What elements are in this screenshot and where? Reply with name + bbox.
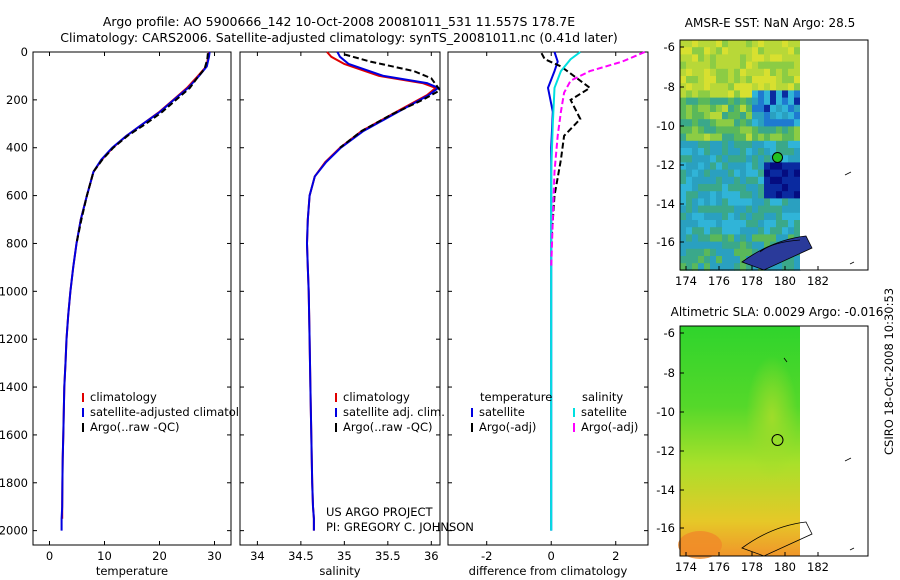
salinity-plot-frame xyxy=(239,51,441,546)
depth-tick-label: 2000 xyxy=(0,524,28,538)
temperature-legend-label: satellite-adjusted climatology xyxy=(90,405,260,419)
sst-ytick-label: -16 xyxy=(656,235,675,249)
sst-ytick-label: -8 xyxy=(664,80,675,94)
temperature-xtick-label: 0 xyxy=(46,549,53,563)
sst-ytick-label: -12 xyxy=(656,158,675,172)
header-svg: Argo profile: AO 5900666_142 10-Oct-2008… xyxy=(60,14,617,45)
sst-map-area xyxy=(679,39,869,271)
temperature-xtick-label: 30 xyxy=(207,549,222,563)
temperature-series-argo-raw-qc- xyxy=(75,53,209,244)
sla-map-title: Altimetric SLA: 0.0029 Argo: -0.016 xyxy=(671,305,884,319)
sst-coastline xyxy=(759,239,801,253)
sla-ytick-label: -8 xyxy=(664,366,675,380)
salinity-legend-label: satellite adj. clim. xyxy=(343,405,445,419)
diff-legend-header-temperature: temperature xyxy=(480,390,552,404)
sst-heatmap-cells xyxy=(680,40,801,271)
sla-xtick-label: 178 xyxy=(741,560,763,574)
salinity-legend-label: climatology xyxy=(343,390,410,404)
salinity-xtick-label: 35.5 xyxy=(375,549,401,563)
temperature-plot-frame xyxy=(32,51,232,546)
sla-island-fiji xyxy=(741,521,813,557)
sla-ytick-label: -10 xyxy=(656,405,675,419)
salinity-xlabel: salinity xyxy=(319,564,360,578)
salinity-series-satellite-adj-clim- xyxy=(305,51,441,531)
salinity-xtick-label: 34.5 xyxy=(288,549,314,563)
diff-legend-label: Argo(-adj) xyxy=(581,420,638,434)
diff-legend-label: satellite xyxy=(479,405,525,419)
sla-ytick-label: -16 xyxy=(656,521,675,535)
temperature-xlabel: temperature xyxy=(96,564,168,578)
sla-xtick-label: 176 xyxy=(708,560,730,574)
salinity-xtick-label: 35 xyxy=(337,549,352,563)
difference-xtick-label: 0 xyxy=(548,549,555,563)
temperature-xtick-label: 20 xyxy=(152,549,167,563)
difference-series-salinity-satellite xyxy=(550,51,581,531)
difference-xtick-label: -2 xyxy=(481,549,492,563)
sst-ytick-label: -10 xyxy=(656,119,675,133)
sla-anomaly-band xyxy=(746,356,798,480)
project-label: US ARGO PROJECT xyxy=(326,505,434,519)
difference-xlabel: difference from climatology xyxy=(469,564,628,578)
sla-xtick-label: 180 xyxy=(774,560,796,574)
sst-xtick-label: 174 xyxy=(675,274,697,288)
sst-map-title: AMSR-E SST: NaN Argo: 28.5 xyxy=(685,16,855,30)
csiro-timestamp: CSIRO 18-Oct-2008 10:30:53 xyxy=(882,288,896,455)
pi-label: PI: GREGORY C. JOHNSON xyxy=(326,520,474,534)
sla-small-islands xyxy=(783,357,855,551)
salinity-xtick-label: 36 xyxy=(424,549,439,563)
temperature-legend-label: Argo(..raw -QC) xyxy=(90,420,180,434)
depth-tick-label: 1600 xyxy=(0,428,28,442)
depth-tick-label: 800 xyxy=(6,236,28,250)
sla-ytick-label: -12 xyxy=(656,444,675,458)
diff-legend-label: satellite xyxy=(581,405,627,419)
sst-small-islands xyxy=(844,171,855,265)
sla-xtick-label: 174 xyxy=(675,560,697,574)
sst-ytick-label: -14 xyxy=(656,197,675,211)
sst-xtick-label: 180 xyxy=(774,274,796,288)
depth-tick-label: 600 xyxy=(6,189,28,203)
sla-xtick-label: 182 xyxy=(807,560,829,574)
sla-ytick-label: -14 xyxy=(656,483,675,497)
sst-no-data-region xyxy=(800,40,868,270)
salinity-xtick-label: 34 xyxy=(250,549,265,563)
depth-tick-label: 0 xyxy=(21,45,28,59)
depth-tick-label: 1000 xyxy=(0,284,28,298)
difference-series-salinity-argo-adj- xyxy=(550,51,646,268)
sst-xtick-label: 176 xyxy=(708,274,730,288)
difference-series-temperature-argo-adj- xyxy=(540,52,592,244)
temperature-legend-label: climatology xyxy=(90,390,157,404)
sla-ytick-label: -6 xyxy=(664,326,675,340)
temperature-xtick-label: 10 xyxy=(97,549,112,563)
depth-tick-label: 1800 xyxy=(0,476,28,490)
depth-tick-label: 1200 xyxy=(0,332,28,346)
chart-temperature: 0 10 20 30 temperature 0 200 400 600 800 1000 1200 1… xyxy=(0,45,260,578)
title-line-1: Argo profile: AO 5900666_142 10-Oct-2008… xyxy=(103,14,575,29)
sla-high-spot xyxy=(678,531,722,559)
sst-argo-marker xyxy=(772,152,783,163)
salinity-series-argo-raw-qc- xyxy=(339,53,442,149)
salinity-legend-label: Argo(..raw -QC) xyxy=(343,420,433,434)
diff-legend-header-salinity: salinity xyxy=(582,390,623,404)
depth-tick-label: 200 xyxy=(6,93,28,107)
map-axes: 174 176 178 180 182 -6 -8 -10 -12 -14 -16 174 176 178… xyxy=(656,40,829,574)
depth-tick-label: 1400 xyxy=(0,380,28,394)
sst-island-fiji xyxy=(741,235,813,271)
chart-salinity: 34 34.5 35 35.5 36 salinity climatologysatelli… xyxy=(239,51,445,578)
diff-legend-label: Argo(-adj) xyxy=(479,420,536,434)
sst-xtick-label: 182 xyxy=(807,274,829,288)
difference-plot-frame xyxy=(447,51,649,546)
sla-argo-marker xyxy=(771,434,784,446)
difference-xtick-label: 2 xyxy=(612,549,619,563)
sla-map-area xyxy=(678,325,869,559)
title-line-2: Climatology: CARS2006. Satellite-adjuste… xyxy=(60,30,617,45)
depth-tick-label: 400 xyxy=(6,141,28,155)
sst-ytick-label: -6 xyxy=(664,40,675,54)
sst-xtick-label: 178 xyxy=(741,274,763,288)
